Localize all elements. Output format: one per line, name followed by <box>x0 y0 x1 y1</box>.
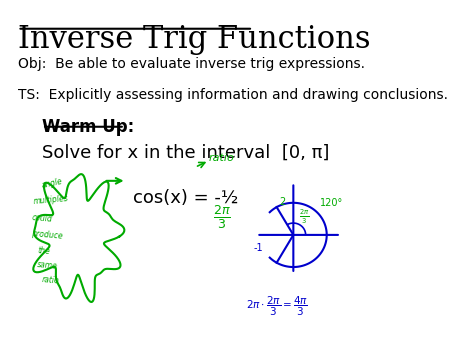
Text: Warm Up:: Warm Up: <box>42 118 135 136</box>
Text: $\frac{2\pi}{3}$: $\frac{2\pi}{3}$ <box>212 203 230 231</box>
Text: could: could <box>32 213 53 223</box>
Text: $\frac{2\pi}{3}$: $\frac{2\pi}{3}$ <box>299 208 309 226</box>
Text: Obj:  Be able to evaluate inverse trig expressions.: Obj: Be able to evaluate inverse trig ex… <box>18 57 364 71</box>
Text: -1: -1 <box>253 243 263 254</box>
Text: 2: 2 <box>279 197 286 208</box>
Text: ratio: ratio <box>209 152 235 163</box>
Text: produce: produce <box>31 228 63 240</box>
Text: cos(x) = -½: cos(x) = -½ <box>134 189 239 207</box>
Text: 120°: 120° <box>320 198 343 208</box>
Text: TS:  Explicitly assessing information and drawing conclusions.: TS: Explicitly assessing information and… <box>18 88 448 102</box>
Text: same: same <box>37 260 58 271</box>
Text: $2\pi\cdot\dfrac{2\pi}{3}=\dfrac{4\pi}{3}$: $2\pi\cdot\dfrac{2\pi}{3}=\dfrac{4\pi}{3… <box>246 294 308 318</box>
Text: angle: angle <box>40 176 63 190</box>
Text: Inverse Trig Functions: Inverse Trig Functions <box>18 24 370 55</box>
Text: Solve for x in the interval  [0, π]: Solve for x in the interval [0, π] <box>42 144 329 162</box>
Text: the: the <box>37 246 50 256</box>
Text: multiples: multiples <box>33 194 69 207</box>
Text: ratio: ratio <box>41 275 60 285</box>
